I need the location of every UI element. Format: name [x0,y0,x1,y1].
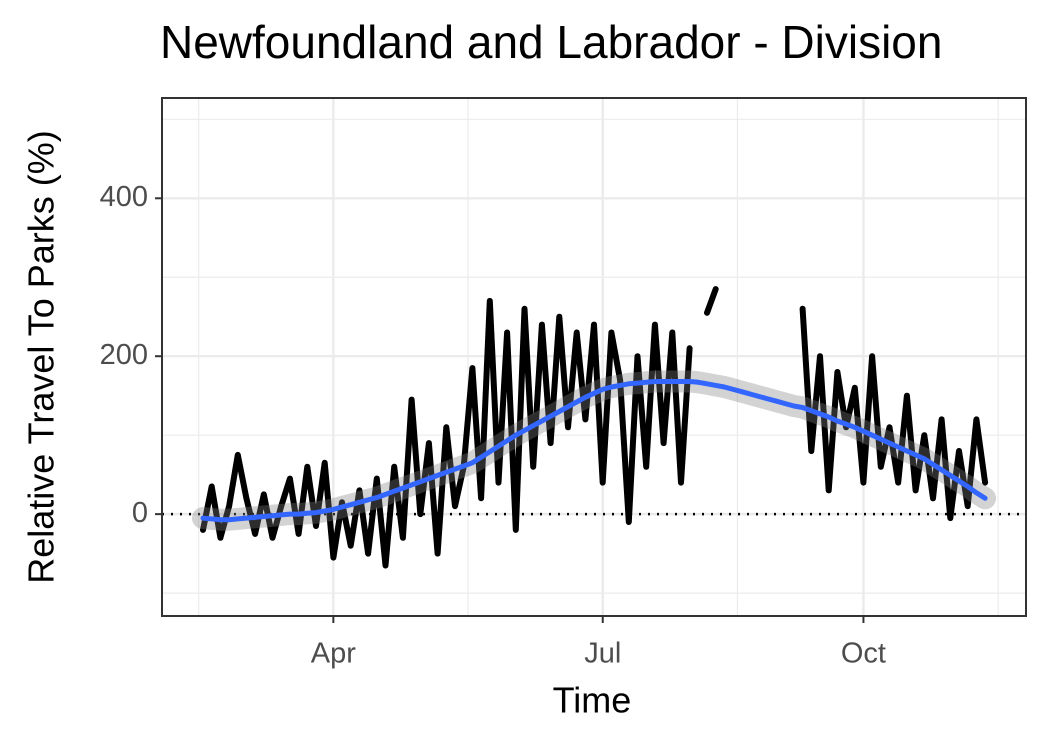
data-line [200,286,989,569]
y-tick-label: 200 [100,339,148,371]
x-tick-label: Oct [841,638,886,670]
x-axis-label: Time [553,680,632,721]
y-tick-label: 0 [132,497,148,529]
smooth-line [200,379,988,523]
x-tick-label: Apr [311,638,356,670]
chart-title: Newfoundland and Labrador - Division [160,16,942,68]
panel-border [161,97,1027,617]
x-tick-label: Jul [584,638,621,670]
y-tick-label: 400 [100,181,148,213]
y-axis-label: Relative Travel To Parks (%) [21,130,62,583]
